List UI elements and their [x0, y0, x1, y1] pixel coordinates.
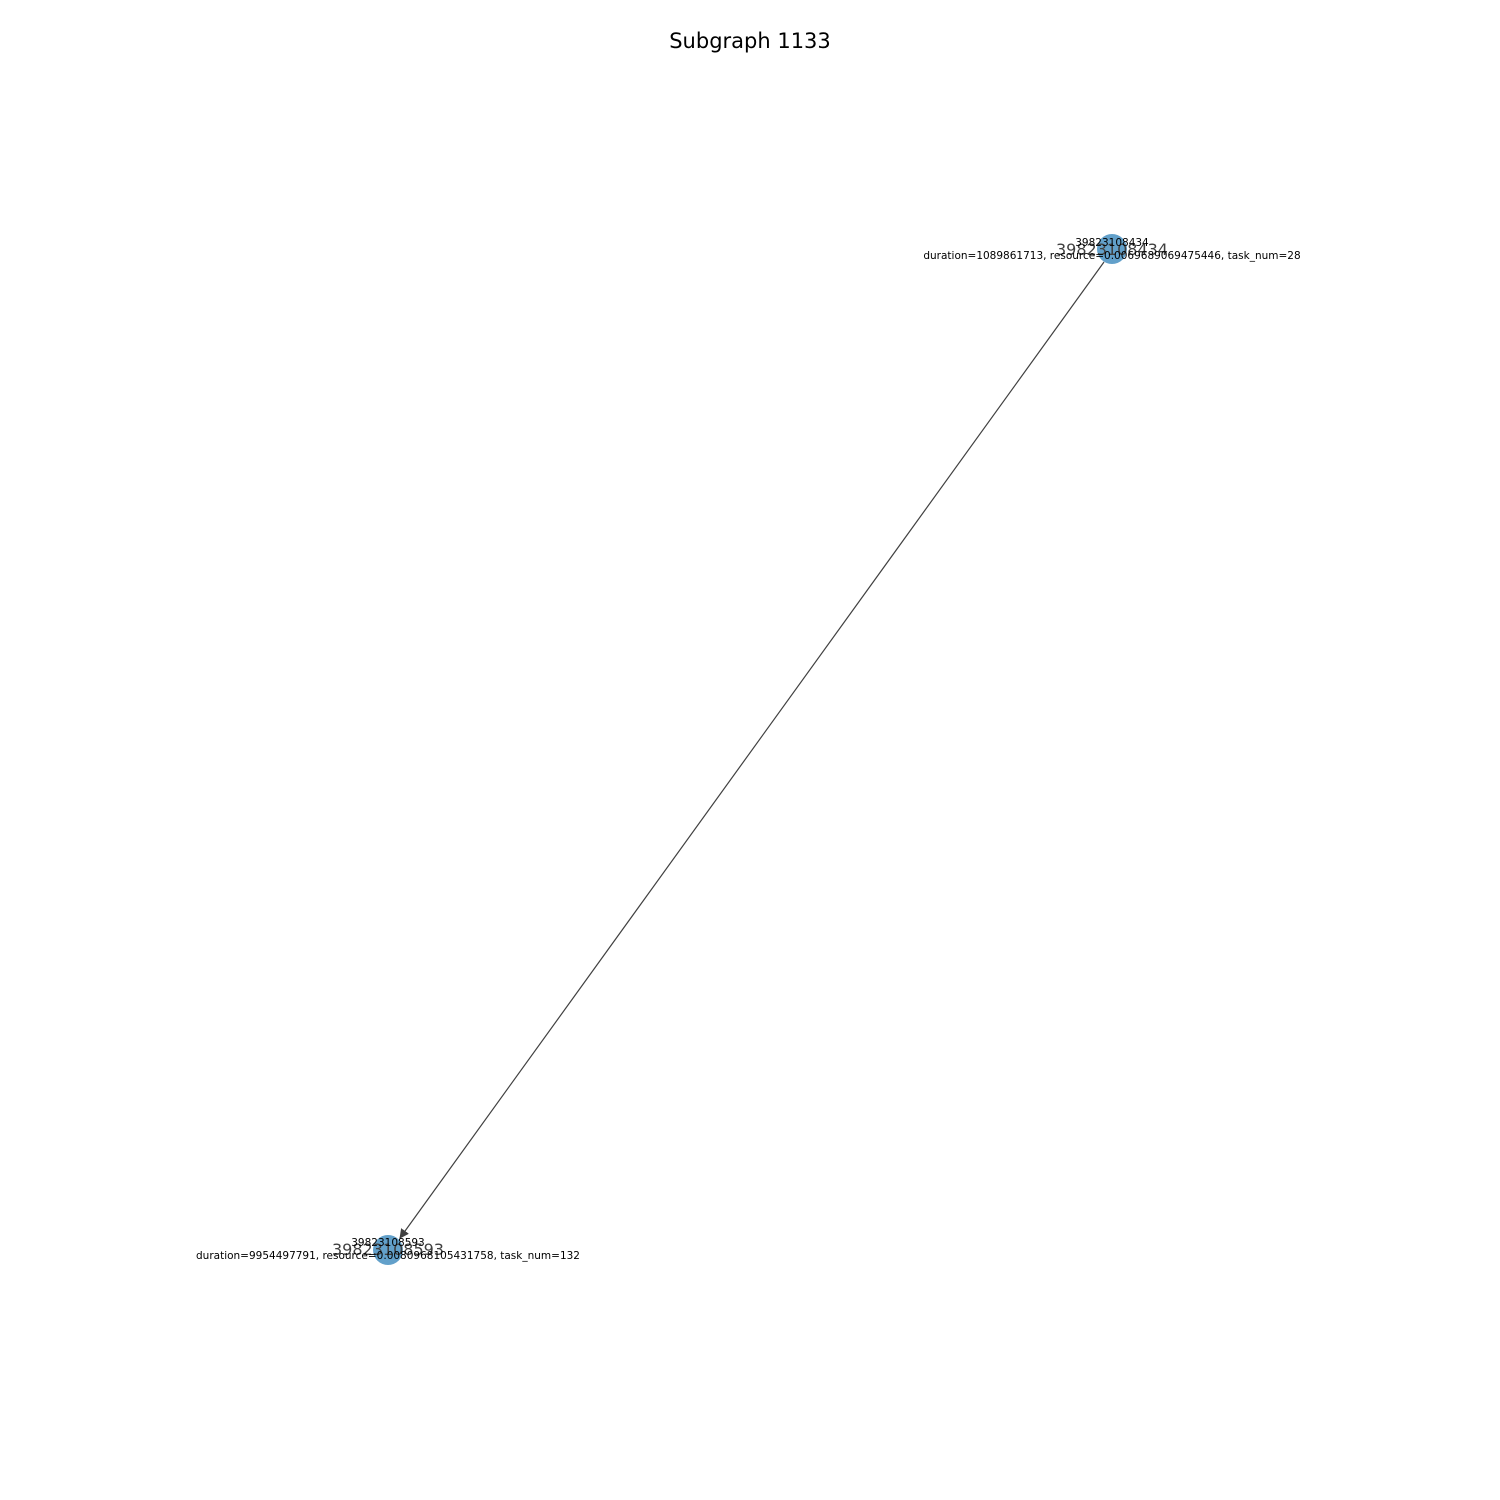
graph-node: 39823108593 39823108593 duration=9954497… — [196, 1235, 580, 1265]
node-id-label: 39823108593 — [332, 1240, 444, 1259]
graph-title: Subgraph 1133 — [669, 29, 831, 53]
node-detail-attributes: duration=1089861713, resource=0.00696890… — [923, 250, 1300, 262]
node-circle — [373, 1235, 403, 1265]
node-detail-id: 39823108434 — [1075, 237, 1149, 249]
node-detail-attributes: duration=9954497791, resource=0.00809681… — [196, 1250, 580, 1262]
node-detail-id: 39823108593 — [351, 1237, 425, 1249]
node-circle — [1097, 234, 1127, 264]
edge-arrow — [399, 261, 1105, 1239]
node-id-label: 39823108434 — [1056, 240, 1168, 259]
graph-node: 39823108434 39823108434 duration=1089861… — [923, 234, 1301, 264]
